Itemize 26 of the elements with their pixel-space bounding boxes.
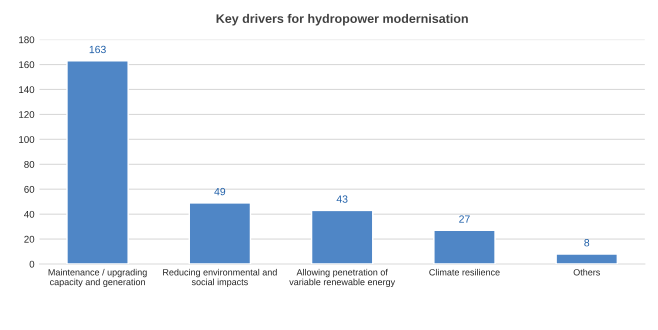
data-label: 43: [336, 195, 348, 203]
bar: [433, 230, 496, 264]
x-tick-label: Reducing environmental and social impacts: [163, 268, 277, 287]
bar: [310, 210, 374, 264]
y-tick-label: 40: [24, 210, 34, 218]
data-label: 27: [459, 215, 470, 223]
chart-title: Key drivers for hydropower modernisation: [216, 14, 468, 26]
y-tick-label: 80: [24, 161, 34, 168]
y-tick-label: 120: [19, 111, 34, 118]
y-tick-label: 60: [24, 186, 34, 193]
y-tick-label: 0: [30, 260, 34, 268]
x-tick-label: Allowing penetration of variable renewable energy: [289, 268, 396, 287]
bar: [188, 202, 252, 264]
x-tick-label: Climate resilience: [429, 268, 500, 276]
y-tick-label: 20: [24, 236, 34, 243]
bar: [555, 253, 618, 264]
x-tick-label: Maintenance / upgrading capacity and generation: [48, 268, 147, 287]
x-tick-label: Others: [574, 268, 600, 276]
bar: [66, 60, 129, 264]
y-tick-label: 180: [19, 36, 34, 44]
y-tick-label: 100: [19, 136, 34, 143]
data-label: 163: [90, 46, 106, 54]
y-tick-label: 140: [19, 86, 34, 94]
data-label: 49: [214, 188, 226, 196]
data-label: 8: [584, 239, 590, 246]
y-tick-label: 160: [19, 61, 34, 68]
